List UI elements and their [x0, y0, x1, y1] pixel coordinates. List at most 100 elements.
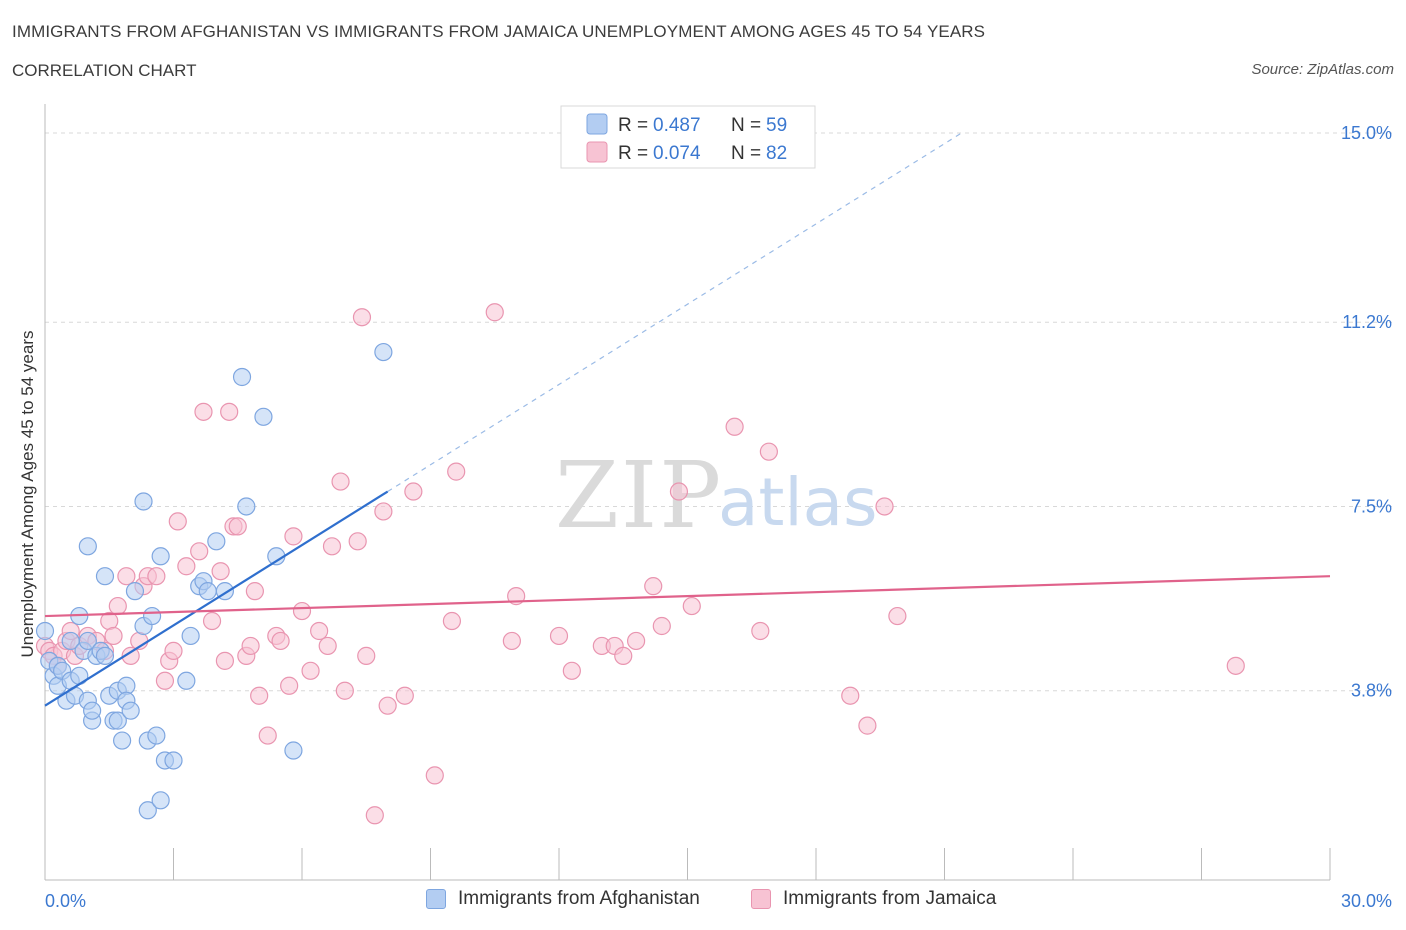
data-point — [447, 462, 466, 481]
afghanistan-trend-line — [44, 490, 389, 707]
data-point — [614, 646, 633, 665]
legend-r-value: 0.487 — [653, 115, 701, 136]
data-point — [138, 801, 157, 820]
data-point — [284, 527, 303, 546]
data-point — [502, 631, 521, 651]
jamaica-trend-line — [44, 575, 1331, 618]
data-point — [237, 497, 256, 516]
series-afghanistan-points — [35, 342, 393, 820]
data-point — [352, 308, 372, 327]
legend-item-jamaica: Immigrants from Jamaica — [751, 888, 996, 910]
data-point — [751, 621, 770, 641]
data-point — [682, 596, 701, 616]
data-point — [117, 567, 136, 586]
data-point — [83, 701, 102, 720]
data-point — [134, 492, 153, 511]
data-point — [155, 671, 175, 690]
correlation-legend: R = 0.487 N = 59 R = 0.074 N = 82 — [560, 105, 816, 169]
data-point — [562, 661, 581, 680]
data-point — [147, 726, 166, 745]
chart-title: IMMIGRANTS FROM AFGHANISTAN VS IMMIGRANT… — [12, 22, 986, 41]
data-point — [888, 606, 907, 626]
data-point — [310, 621, 329, 641]
data-point — [395, 686, 414, 705]
legend-n-label: N = — [731, 115, 761, 136]
data-point — [258, 726, 277, 745]
data-point — [125, 582, 145, 601]
watermark: ZIP atlas — [555, 442, 878, 549]
legend-swatch-afghanistan — [426, 889, 446, 909]
data-point — [357, 646, 376, 665]
data-point — [211, 562, 230, 581]
data-point — [318, 636, 337, 656]
data-point — [95, 646, 115, 665]
legend-n-value: 59 — [766, 115, 787, 136]
data-point — [626, 631, 646, 651]
series-jamaica-points — [35, 303, 1245, 825]
data-point — [378, 696, 397, 715]
chart-source: Source: ZipAtlas.com — [1251, 61, 1394, 78]
data-point — [181, 626, 200, 646]
data-point — [301, 661, 320, 680]
data-point — [220, 402, 239, 421]
watermark-atlas: atlas — [718, 464, 878, 541]
data-point — [485, 303, 504, 322]
legend-swatch-afghanistan — [586, 113, 608, 135]
y-axis-title: Unemployment Among Ages 45 to 54 years — [18, 331, 37, 658]
data-point — [151, 547, 170, 566]
data-point — [374, 502, 393, 521]
data-point — [168, 512, 187, 531]
data-point — [425, 766, 444, 785]
legend-r-label: R = — [618, 143, 648, 164]
data-point — [147, 567, 166, 586]
legend-swatch-jamaica — [751, 889, 771, 909]
data-point — [404, 482, 423, 501]
data-point — [177, 671, 196, 690]
data-point — [280, 676, 299, 695]
legend-n-value: 82 — [766, 143, 787, 164]
data-point — [271, 631, 290, 651]
data-point — [335, 681, 354, 700]
data-point — [250, 686, 269, 705]
data-point — [245, 582, 264, 601]
data-point — [374, 342, 393, 362]
data-point — [164, 641, 183, 661]
afghanistan-trend-extension — [387, 132, 962, 493]
y-tick-label: 15.0% — [1341, 123, 1392, 143]
legend-label-jamaica: Immigrants from Jamaica — [783, 888, 997, 909]
data-point — [365, 806, 384, 825]
data-point — [108, 596, 127, 616]
data-point — [121, 701, 140, 720]
data-point — [104, 626, 123, 646]
legend-swatch-jamaica — [586, 141, 608, 163]
data-point — [254, 407, 273, 426]
data-point — [190, 542, 209, 561]
data-point — [241, 636, 260, 656]
data-point — [215, 651, 234, 670]
data-point — [322, 537, 342, 556]
data-point — [331, 472, 350, 491]
data-point — [112, 731, 132, 750]
data-point — [549, 626, 569, 646]
data-point — [232, 367, 252, 387]
data-point — [652, 616, 671, 636]
data-point — [725, 417, 744, 436]
watermark-zip: ZIP — [555, 442, 723, 549]
data-point — [1226, 656, 1245, 675]
data-point — [841, 686, 860, 705]
data-point — [78, 631, 97, 651]
data-point — [228, 517, 247, 536]
data-point — [207, 532, 226, 551]
data-point — [644, 577, 663, 596]
y-tick-label: 7.5% — [1351, 496, 1392, 516]
chart-subtitle: CORRELATION CHART — [12, 61, 197, 80]
data-point — [35, 621, 55, 641]
data-point — [142, 606, 162, 626]
data-point — [164, 751, 183, 770]
data-point — [198, 582, 217, 601]
data-point — [442, 611, 462, 631]
legend-r-label: R = — [618, 115, 648, 136]
legend-n-label: N = — [731, 143, 761, 164]
legend-item-afghanistan: Immigrants from Afghanistan — [426, 888, 700, 910]
